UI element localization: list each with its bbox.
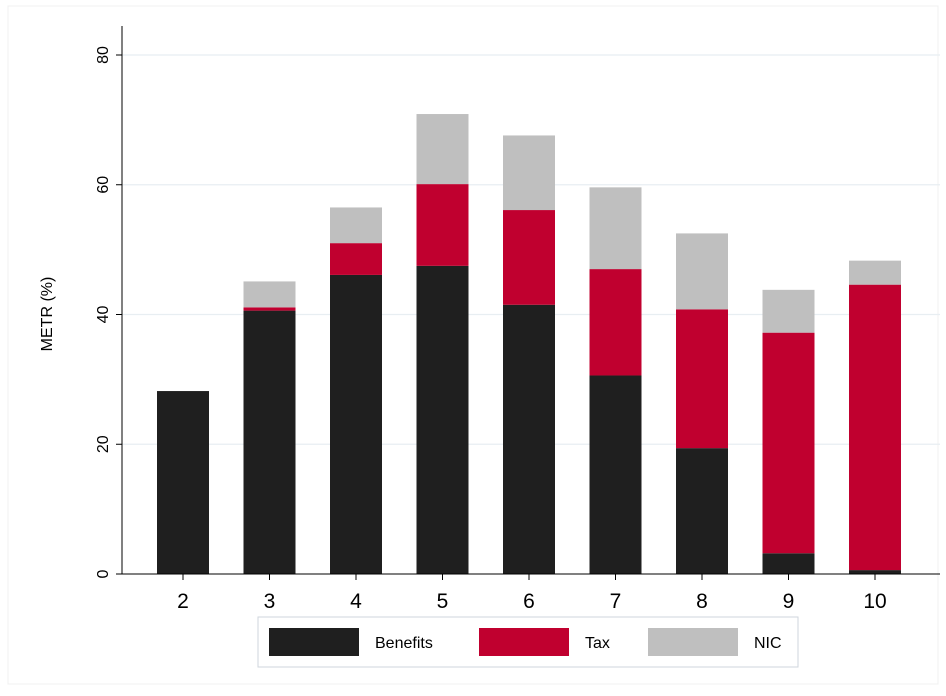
bar-tax-9	[762, 332, 815, 554]
y-tick-label: 20	[95, 435, 112, 453]
bar-benefits-5	[416, 265, 469, 574]
x-tick-label: 5	[437, 590, 449, 613]
y-tick-label: 60	[95, 176, 112, 194]
bar-benefits-4	[330, 274, 382, 574]
bar-nic-4	[330, 207, 382, 244]
legend: Benefits Tax NIC	[257, 616, 799, 668]
bar-nic-8	[676, 233, 728, 310]
bar-tax-6	[503, 210, 555, 305]
bar-nic-9	[762, 289, 815, 333]
x-tick-label: 3	[264, 590, 276, 613]
x-tick-label: 2	[177, 590, 189, 613]
y-axis-label: METR (%)	[39, 277, 56, 352]
bar-benefits-8	[676, 448, 728, 574]
legend-label-benefits: Benefits	[375, 635, 433, 652]
bar-nic-5	[416, 114, 469, 185]
bar-tax-4	[330, 243, 382, 275]
bar-nic-7	[589, 187, 642, 270]
bar-tax-3	[243, 307, 296, 311]
bar-tax-10	[849, 284, 901, 571]
y-tick-label: 80	[95, 46, 112, 64]
x-tick-label: 9	[783, 590, 795, 613]
bar-tax-7	[589, 269, 642, 376]
bar-benefits-3	[243, 310, 296, 574]
bar-nic-10	[849, 260, 901, 285]
bar-benefits-9	[762, 553, 815, 574]
bar-nic-3	[243, 281, 296, 308]
bar-benefits-2	[157, 391, 209, 574]
bar-tax-5	[416, 184, 469, 266]
x-tick-label: 6	[523, 590, 535, 613]
legend-swatch-benefits	[269, 628, 359, 656]
axes: 0 20 40 60 80 2 3 4 5 6 7 8 9 10	[95, 26, 940, 613]
bars	[157, 114, 901, 574]
legend-label-tax: Tax	[585, 635, 610, 652]
y-tick-label: 40	[95, 306, 112, 324]
y-tick-label: 0	[95, 569, 112, 578]
x-tick-label: 4	[350, 590, 362, 613]
x-tick-label: 8	[696, 590, 708, 613]
legend-swatch-nic	[648, 628, 738, 656]
bar-benefits-10	[849, 570, 901, 574]
bar-nic-6	[503, 135, 555, 211]
bar-tax-8	[676, 309, 728, 449]
bar-benefits-7	[589, 375, 642, 574]
x-tick-label: 7	[610, 590, 622, 613]
legend-label-nic: NIC	[754, 635, 782, 652]
legend-swatch-tax	[479, 628, 569, 656]
x-tick-label: 10	[863, 590, 886, 613]
bar-benefits-6	[503, 304, 555, 574]
